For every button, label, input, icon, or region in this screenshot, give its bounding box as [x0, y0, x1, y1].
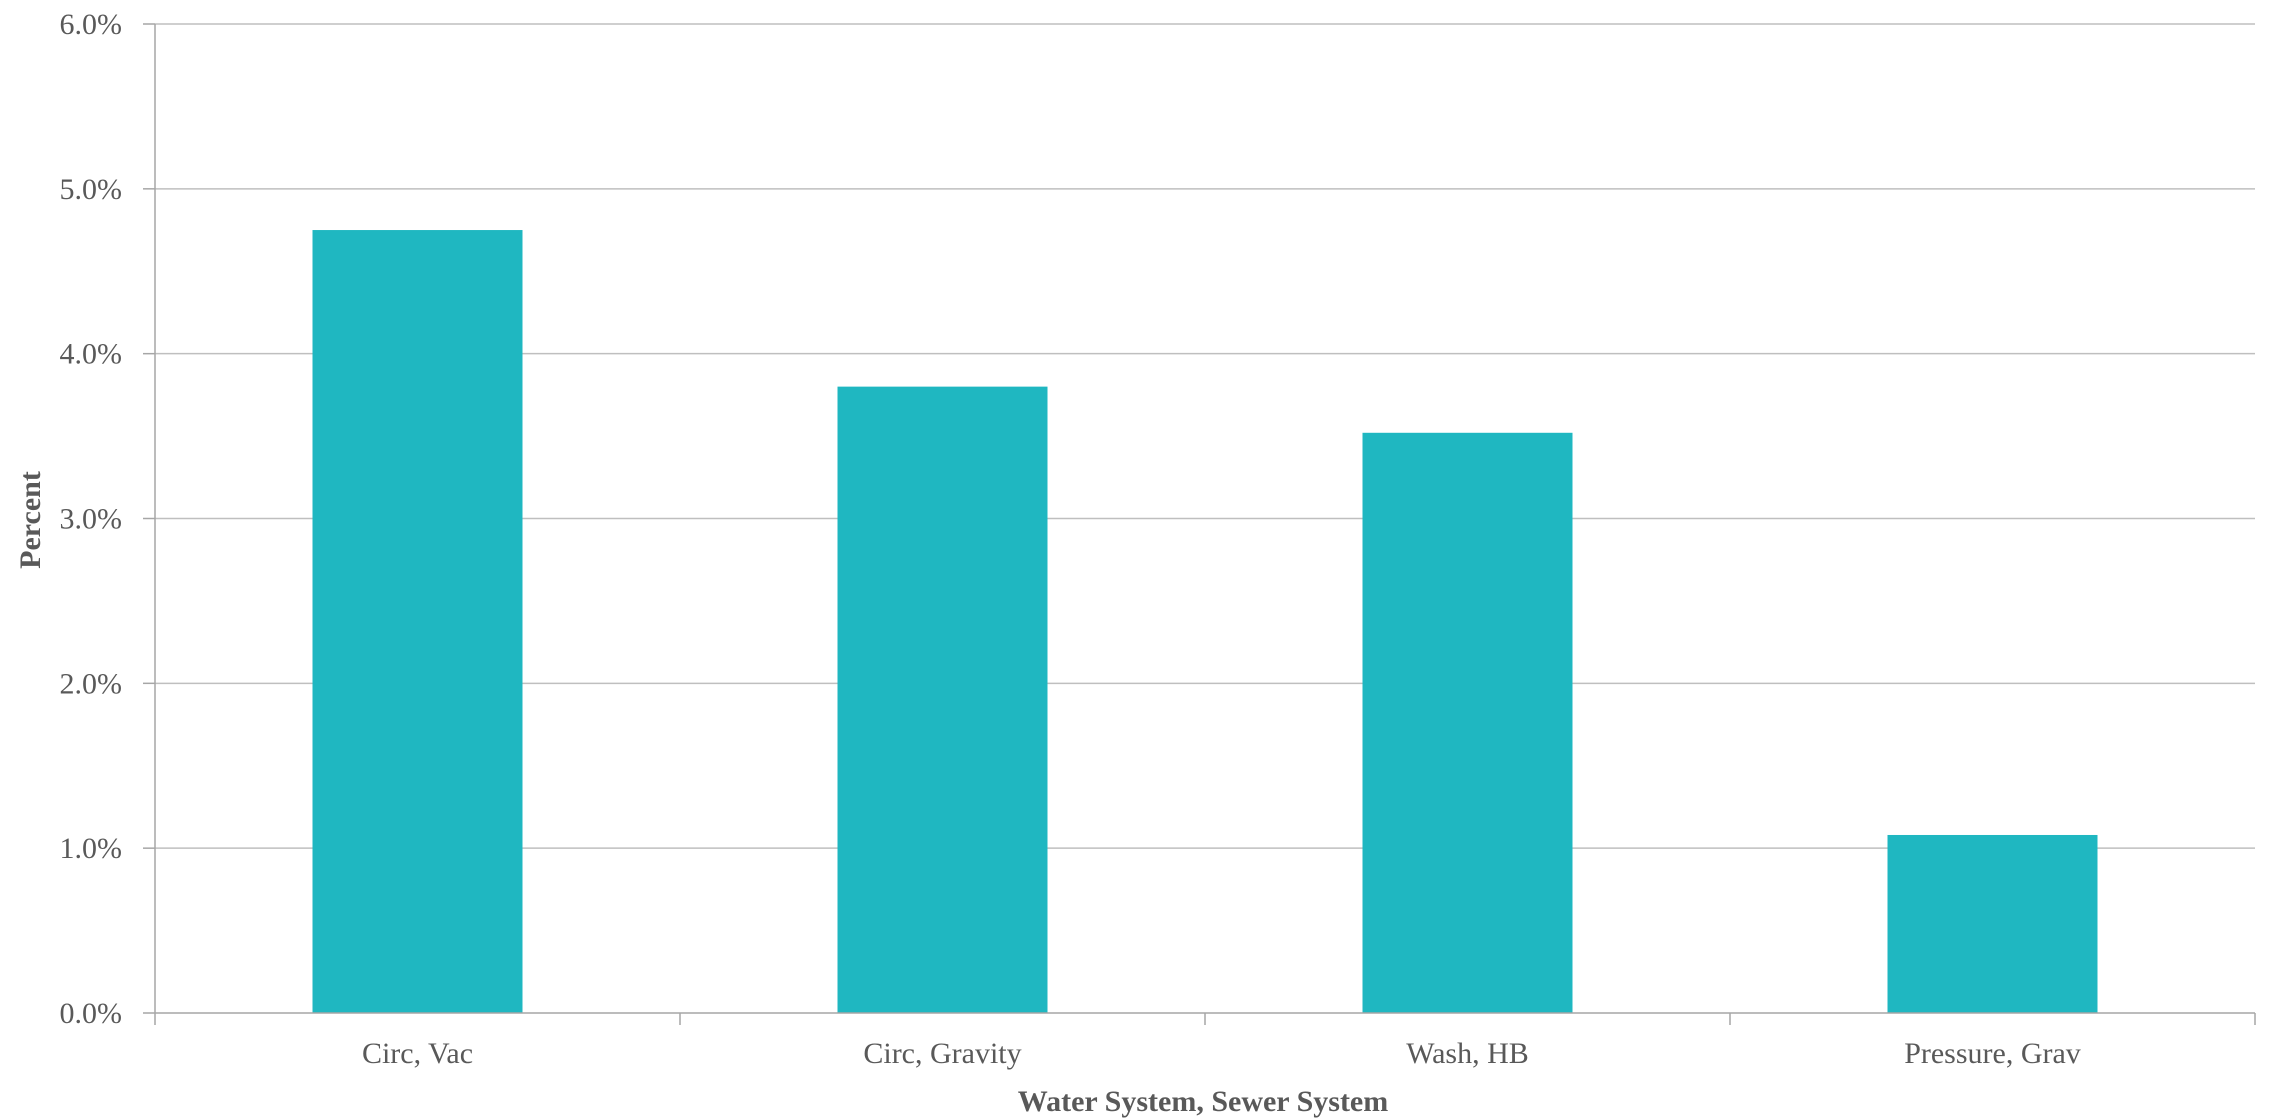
y-tick-label: 3.0% [60, 503, 123, 536]
y-tick-label: 2.0% [60, 667, 123, 700]
bar [837, 386, 1048, 1014]
x-tick-label: Circ, Vac [362, 1037, 473, 1070]
bar [312, 230, 523, 1013]
bars [312, 230, 2098, 1014]
x-tick-label: Pressure, Grav [1904, 1037, 2081, 1070]
y-tick-labels: 0.0% 1.0% 2.0% 3.0% 4.0% 5.0% 6.0% [60, 8, 123, 1030]
y-tick-label: 0.0% [60, 997, 123, 1030]
x-axis-title: Water System, Sewer System [1018, 1085, 1389, 1118]
y-tick-label: 5.0% [60, 173, 123, 206]
y-tick-label: 6.0% [60, 8, 123, 41]
x-tick-label: Circ, Gravity [863, 1037, 1021, 1070]
y-tick-label: 4.0% [60, 338, 123, 371]
bar [1887, 834, 2098, 1013]
x-tick-labels: Circ, Vac Circ, Gravity Wash, HB Pressure, … [362, 1037, 2081, 1070]
x-tick-label: Wash, HB [1406, 1037, 1529, 1070]
y-tick-label: 1.0% [60, 832, 123, 865]
y-axis-title: Percent [14, 471, 47, 569]
bar [1362, 432, 1573, 1014]
axes [143, 23, 2256, 1025]
